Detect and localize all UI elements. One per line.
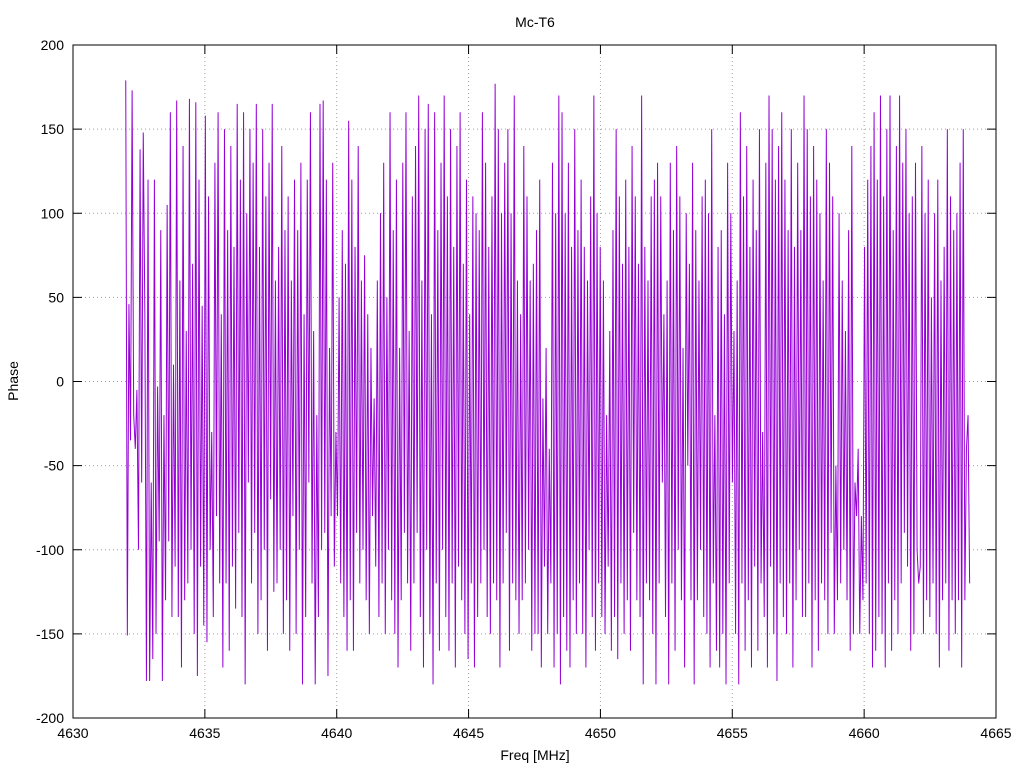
x-tick-label: 4655 bbox=[717, 725, 748, 741]
x-tick-label: 4640 bbox=[321, 725, 352, 741]
data-series bbox=[125, 80, 971, 685]
y-tick-label: 150 bbox=[41, 121, 65, 137]
y-axis-label: Phase bbox=[5, 361, 21, 401]
y-tick-label: 0 bbox=[56, 374, 64, 390]
x-tick-label: 4660 bbox=[849, 725, 880, 741]
x-tick-label: 4635 bbox=[189, 725, 220, 741]
series-line-0 bbox=[125, 80, 971, 685]
x-tick-label: 4665 bbox=[980, 725, 1011, 741]
x-tick-label: 4650 bbox=[585, 725, 616, 741]
x-tick-label: 4645 bbox=[453, 725, 484, 741]
y-tick-label: -150 bbox=[36, 626, 64, 642]
x-axis-label: Freq [MHz] bbox=[500, 747, 569, 763]
y-tick-label: 100 bbox=[41, 205, 65, 221]
y-tick-label: -100 bbox=[36, 542, 64, 558]
y-tick-label: -200 bbox=[36, 710, 64, 726]
chart-title: Mc-T6 bbox=[515, 14, 555, 30]
axis-ticks: -200 -150 -100 -50 0 50 100 150 200 4630 4635 4640 4… bbox=[36, 37, 1012, 741]
y-tick-label: 50 bbox=[48, 289, 64, 305]
y-tick-label: 200 bbox=[41, 37, 65, 53]
y-tick-label: -50 bbox=[44, 458, 64, 474]
x-tick-label: 4630 bbox=[57, 725, 88, 741]
